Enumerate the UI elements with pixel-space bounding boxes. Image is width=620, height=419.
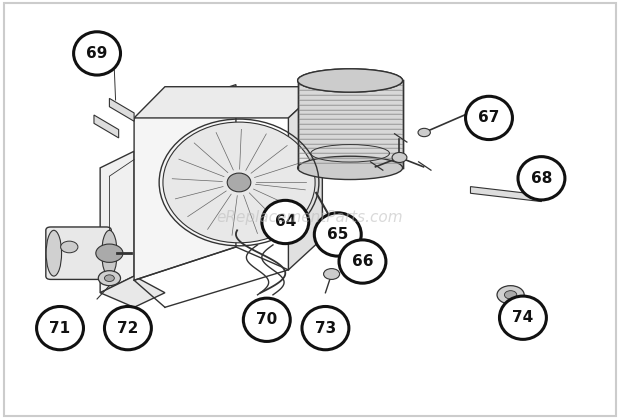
Circle shape <box>104 275 114 282</box>
Ellipse shape <box>37 306 84 350</box>
Ellipse shape <box>46 230 61 276</box>
Polygon shape <box>134 85 236 280</box>
Text: 68: 68 <box>531 171 552 186</box>
Polygon shape <box>288 87 322 270</box>
Ellipse shape <box>314 213 361 256</box>
Circle shape <box>324 269 340 279</box>
Ellipse shape <box>227 173 251 192</box>
Polygon shape <box>100 151 134 293</box>
Circle shape <box>96 244 123 262</box>
Ellipse shape <box>104 306 151 350</box>
Ellipse shape <box>518 157 565 200</box>
Text: 70: 70 <box>256 312 277 327</box>
Ellipse shape <box>102 230 117 276</box>
Text: 65: 65 <box>327 227 348 242</box>
Polygon shape <box>134 87 322 118</box>
Ellipse shape <box>339 240 386 283</box>
Circle shape <box>418 128 430 137</box>
Ellipse shape <box>302 306 349 350</box>
Ellipse shape <box>298 69 402 92</box>
Ellipse shape <box>298 69 402 92</box>
Text: 69: 69 <box>86 46 108 61</box>
Polygon shape <box>109 98 134 121</box>
Text: 74: 74 <box>512 310 534 325</box>
Ellipse shape <box>74 32 120 75</box>
FancyBboxPatch shape <box>46 227 111 279</box>
Text: 64: 64 <box>275 215 296 230</box>
Ellipse shape <box>262 200 309 243</box>
Circle shape <box>324 215 340 226</box>
Text: 72: 72 <box>117 321 139 336</box>
Circle shape <box>392 153 407 163</box>
Polygon shape <box>471 186 541 202</box>
Circle shape <box>350 241 367 253</box>
Circle shape <box>61 241 78 253</box>
Polygon shape <box>94 115 118 138</box>
Text: eReplacementParts.com: eReplacementParts.com <box>216 210 404 225</box>
FancyBboxPatch shape <box>298 80 402 168</box>
Text: 66: 66 <box>352 254 373 269</box>
Ellipse shape <box>298 156 402 179</box>
Text: 73: 73 <box>315 321 336 336</box>
Polygon shape <box>100 276 165 307</box>
Text: 67: 67 <box>478 111 500 125</box>
Ellipse shape <box>163 122 315 243</box>
Ellipse shape <box>466 96 513 140</box>
Ellipse shape <box>500 296 546 339</box>
Circle shape <box>99 271 120 286</box>
Circle shape <box>497 286 524 304</box>
Text: 71: 71 <box>50 321 71 336</box>
Circle shape <box>505 291 516 299</box>
Ellipse shape <box>243 298 290 341</box>
